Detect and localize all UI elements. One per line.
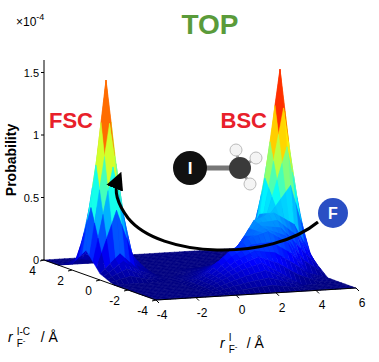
- svg-text:4: 4: [29, 264, 36, 278]
- svg-text:-2: -2: [197, 306, 208, 320]
- svg-text:r: r: [8, 329, 14, 345]
- svg-text:0: 0: [85, 284, 92, 298]
- svg-text:-4: -4: [137, 304, 148, 318]
- svg-text:FSC: FSC: [49, 108, 93, 133]
- svg-text:F-: F-: [17, 336, 26, 349]
- svg-text:2: 2: [279, 301, 286, 315]
- svg-text:0: 0: [239, 303, 246, 317]
- svg-text:6: 6: [359, 296, 366, 310]
- svg-text:-4: -4: [157, 308, 168, 322]
- svg-text:r: r: [220, 335, 226, 351]
- svg-text:I: I: [188, 159, 193, 178]
- svg-text:1.5: 1.5: [24, 67, 39, 79]
- svg-text:2: 2: [57, 274, 64, 288]
- svg-text:F-: F-: [229, 342, 238, 355]
- svg-text:-2: -2: [109, 294, 120, 308]
- svg-text:I-C: I-C: [16, 326, 30, 337]
- svg-text:I: I: [229, 332, 232, 343]
- svg-text:/ Å: / Å: [247, 335, 265, 351]
- svg-text:1: 1: [33, 129, 39, 141]
- svg-text:0.5: 0.5: [24, 192, 39, 204]
- svg-text:Probability: Probability: [3, 124, 19, 197]
- svg-text:/ Å: / Å: [41, 329, 59, 345]
- svg-text:BSC: BSC: [221, 108, 268, 133]
- svg-text:×10-4: ×10-4: [16, 12, 44, 29]
- svg-text:F: F: [328, 205, 338, 222]
- svg-text:4: 4: [319, 298, 326, 312]
- svg-text:TOP: TOP: [181, 9, 238, 40]
- svg-text:0: 0: [33, 254, 39, 266]
